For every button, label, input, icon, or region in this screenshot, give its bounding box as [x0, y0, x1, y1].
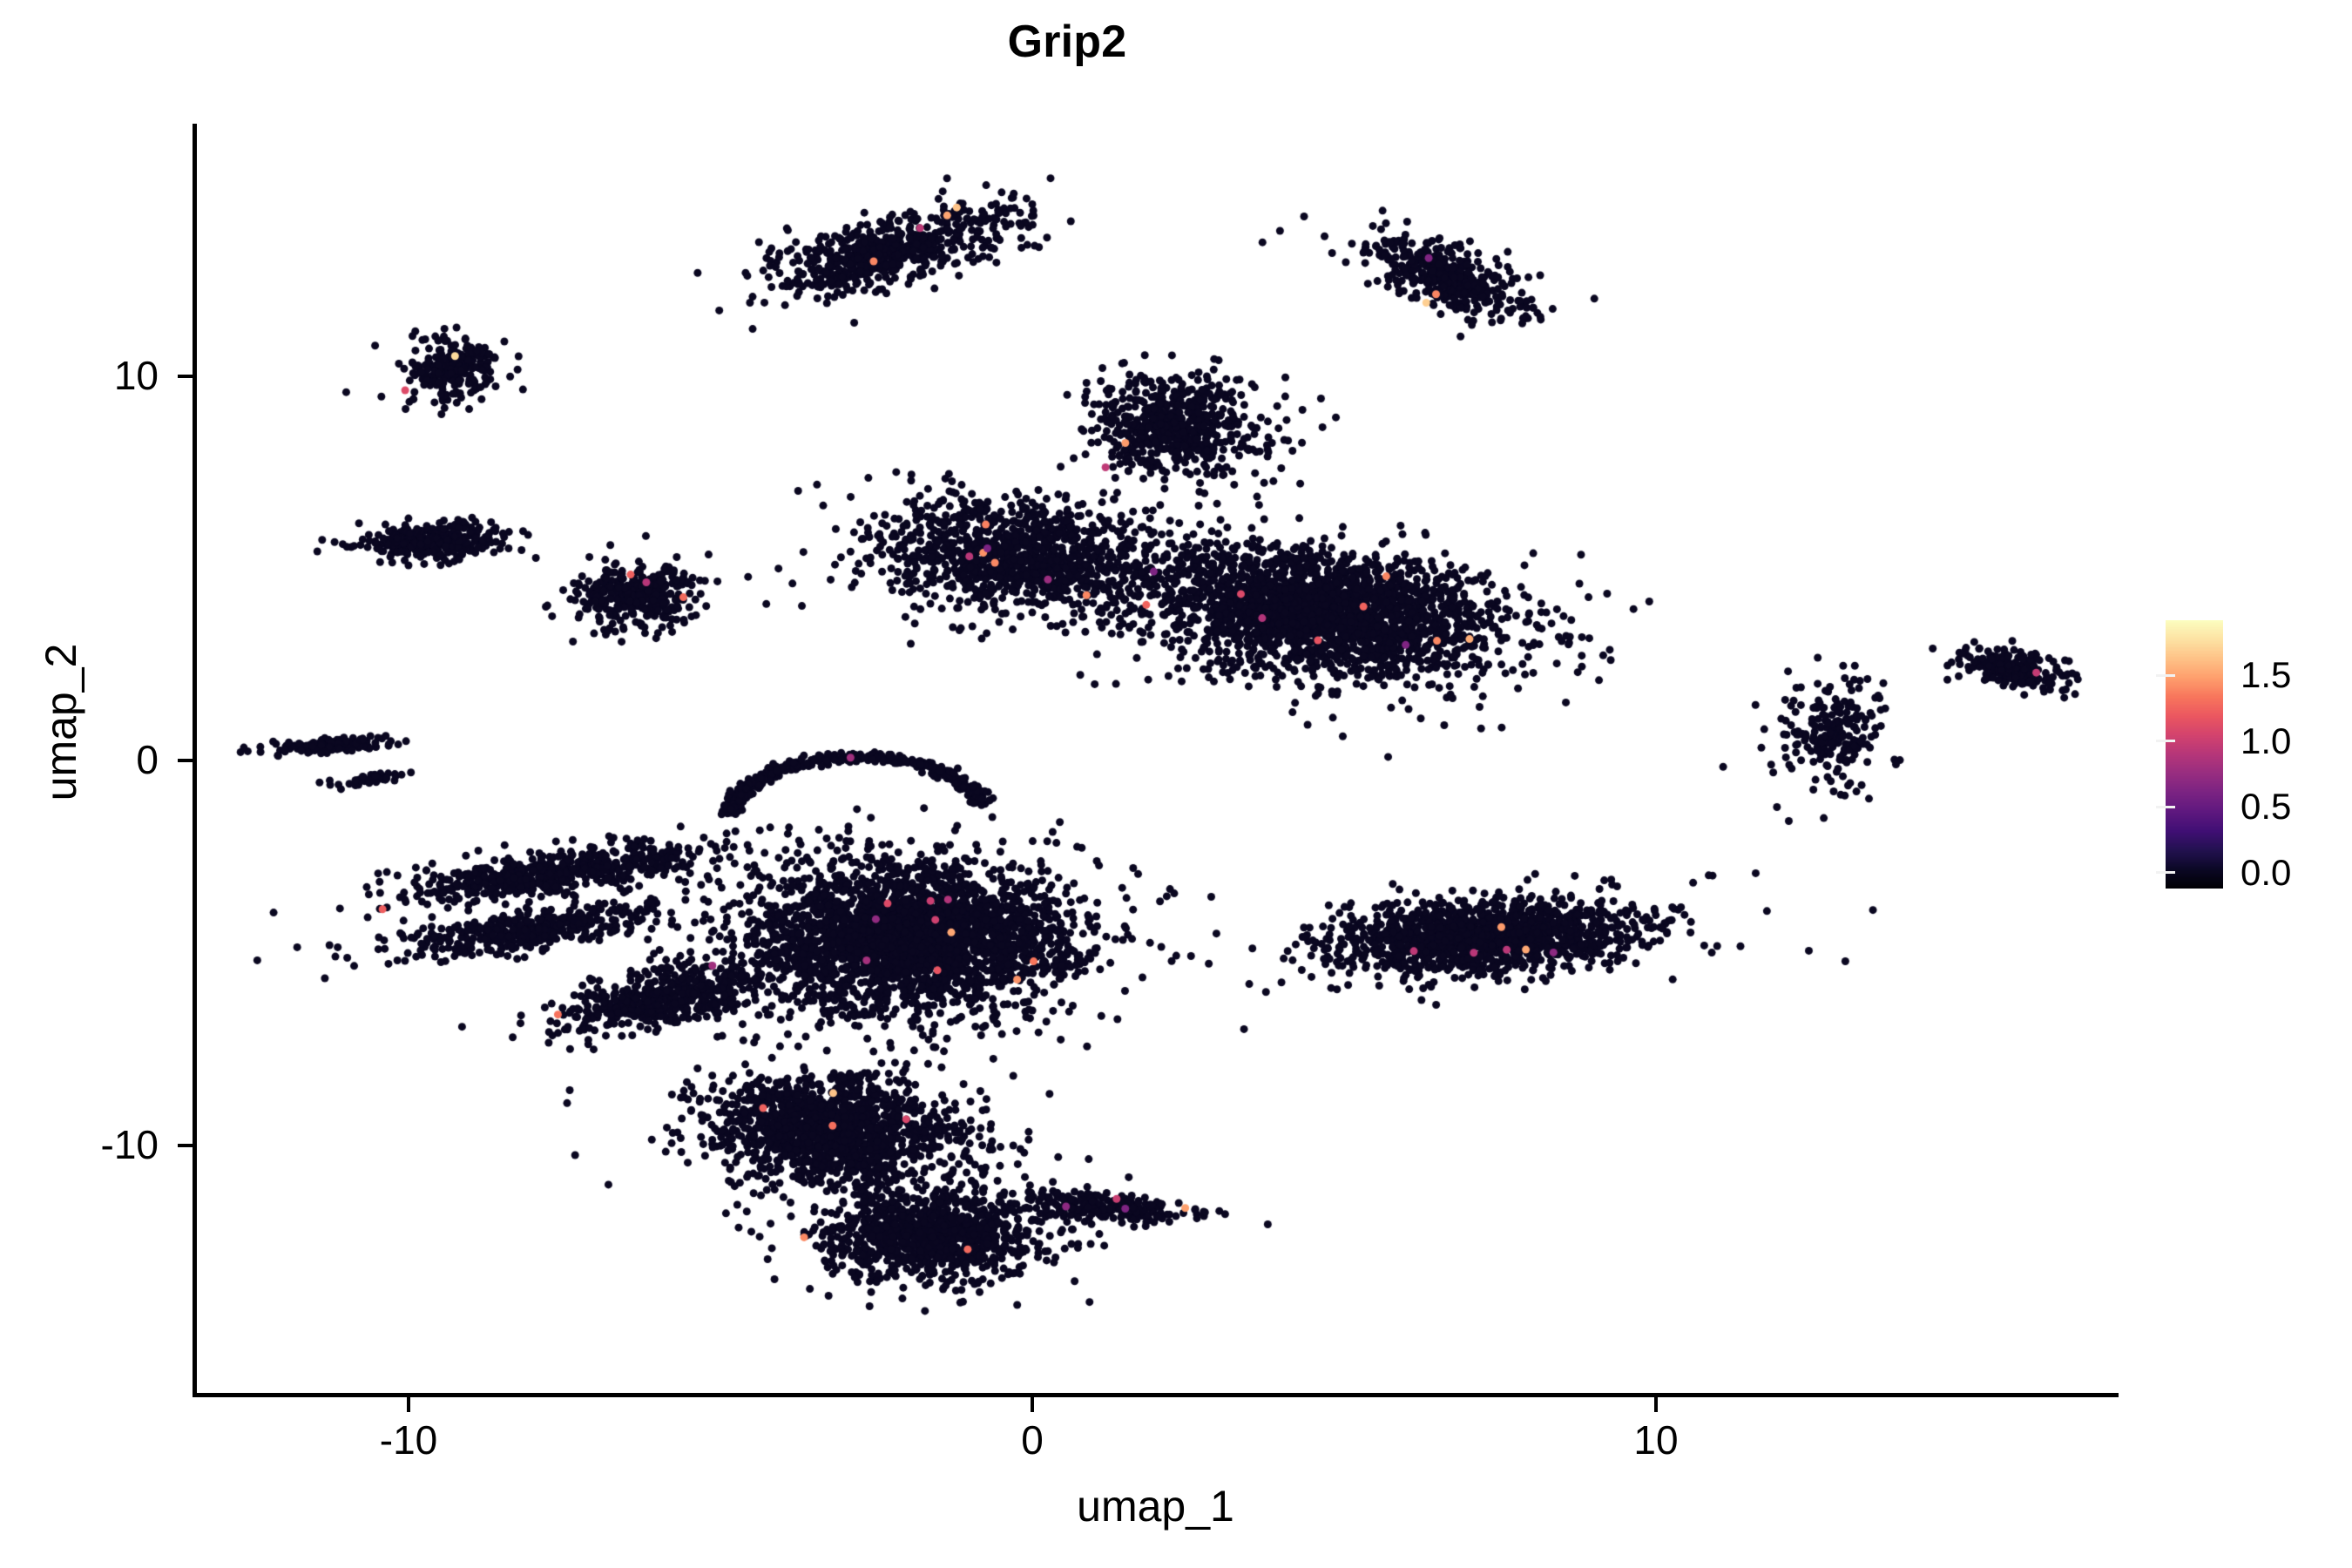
colorbar-tick-mark [2166, 673, 2175, 677]
colorbar-tick-label: 1.5 [2240, 654, 2292, 696]
y-axis-line [193, 124, 197, 1397]
x-tick-mark [1031, 1397, 1034, 1412]
y-tick-mark [178, 1143, 193, 1147]
y-tick-mark [178, 374, 193, 378]
colorbar-tick-mark [2156, 740, 2166, 743]
y-tick-label: 10 [113, 352, 159, 398]
colorbar-tick-label: 1.0 [2240, 720, 2292, 761]
x-tick-label: 10 [1633, 1417, 1679, 1463]
y-tick-mark [178, 759, 193, 762]
colorbar-tick-label: 0.5 [2240, 786, 2292, 828]
x-axis-line [193, 1393, 2119, 1397]
colorbar-tick-mark [2156, 805, 2166, 808]
x-tick-label: -10 [379, 1417, 438, 1463]
y-axis-label: umap_2 [37, 643, 85, 801]
colorbar-tick-mark [2166, 871, 2175, 875]
colorbar-tick-mark [2166, 740, 2175, 743]
colorbar-tick-mark [2156, 673, 2166, 677]
y-tick-label: 0 [136, 737, 159, 782]
x-axis-label: umap_1 [1077, 1482, 1234, 1531]
x-tick-mark [407, 1397, 410, 1412]
colorbar-tick-mark [2156, 871, 2166, 875]
colorbar-gradient [2166, 620, 2223, 889]
x-tick-label: 0 [1021, 1417, 1044, 1463]
colorbar-tick-label: 0.0 [2240, 851, 2292, 893]
x-tick-mark [1654, 1397, 1658, 1412]
colorbar-tick-mark [2166, 805, 2175, 808]
y-tick-label: -10 [100, 1121, 159, 1167]
